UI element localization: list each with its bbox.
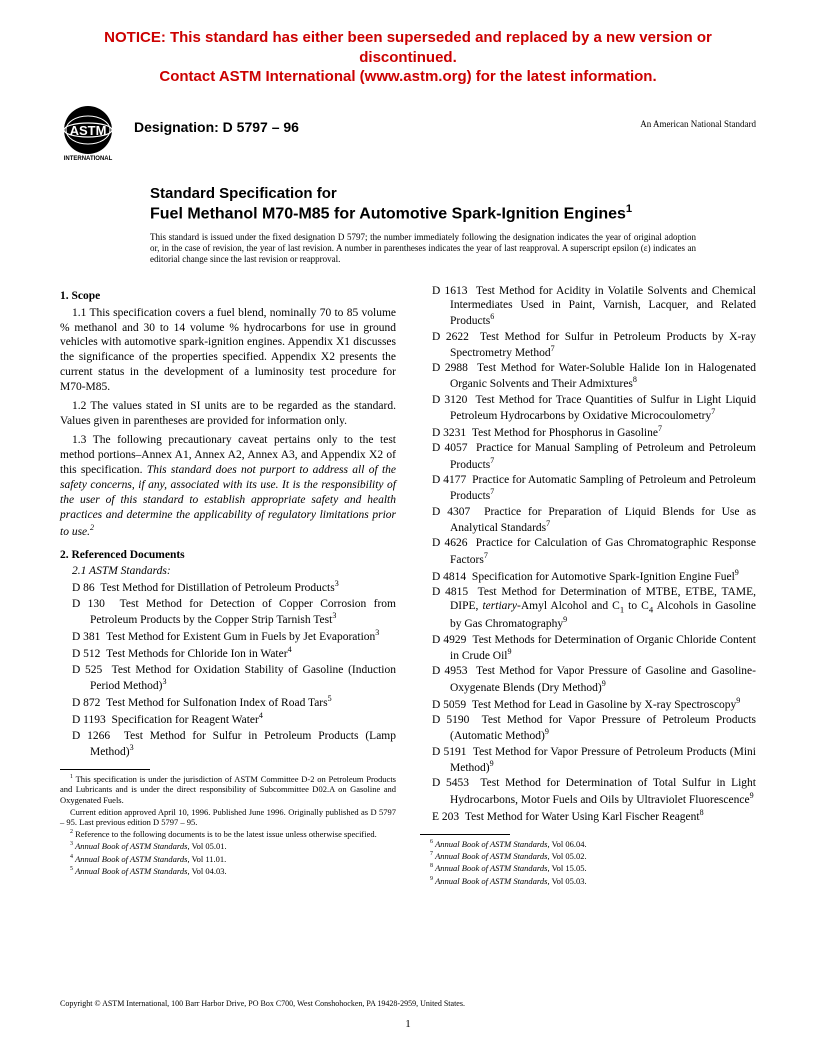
copyright: Copyright © ASTM International, 100 Barr…: [60, 999, 465, 1008]
ref-item: D 4057 Practice for Manual Sampling of P…: [420, 441, 756, 472]
footnote: 6 Annual Book of ASTM Standards, Vol 06.…: [420, 839, 756, 849]
ref-item: D 5191 Test Method for Vapor Pressure of…: [420, 745, 756, 776]
ref-item: D 512 Test Methods for Chloride Ion in W…: [60, 645, 396, 661]
ref-item: D 4814 Specification for Automotive Spar…: [420, 568, 756, 584]
issuance-note: This standard is issued under the fixed …: [150, 232, 696, 266]
ref-item: D 5190 Test Method for Vapor Pressure of…: [420, 713, 756, 744]
refs-subhead: 2.1 ASTM Standards:: [60, 565, 396, 577]
ref-item: D 2988 Test Method for Water-Soluble Hal…: [420, 361, 756, 392]
footnote: 7 Annual Book of ASTM Standards, Vol 05.…: [420, 851, 756, 861]
ref-item: D 4626 Practice for Calculation of Gas C…: [420, 536, 756, 567]
ref-item: D 381 Test Method for Existent Gum in Fu…: [60, 628, 396, 644]
ref-item: D 4815 Test Method for Determination of …: [420, 585, 756, 632]
ref-item: D 4177 Practice for Automatic Sampling o…: [420, 473, 756, 504]
title-block: Standard Specification for Fuel Methanol…: [150, 185, 696, 224]
footnote: Current edition approved April 10, 1996.…: [60, 807, 396, 827]
footnote: 4 Annual Book of ASTM Standards, Vol 11.…: [60, 854, 396, 864]
footnote: 2 Reference to the following documents i…: [60, 829, 396, 839]
footnote: 9 Annual Book of ASTM Standards, Vol 05.…: [420, 876, 756, 886]
footnote-rule-left: [60, 769, 150, 770]
designation: Designation: D 5797 – 96: [134, 105, 640, 135]
ref-item: D 2622 Test Method for Sulfur in Petrole…: [420, 330, 756, 361]
svg-text:INTERNATIONAL: INTERNATIONAL: [64, 156, 113, 161]
ref-item: D 4929 Test Methods for Determination of…: [420, 633, 756, 664]
ref-item: D 4307 Practice for Preparation of Liqui…: [420, 505, 756, 536]
ref-item: D 86 Test Method for Distillation of Pet…: [60, 579, 396, 595]
notice-banner: NOTICE: This standard has either been su…: [60, 28, 756, 87]
footnote: 5 Annual Book of ASTM Standards, Vol 04.…: [60, 866, 396, 876]
notice-line2: Contact ASTM International (www.astm.org…: [159, 68, 656, 85]
svg-text:ASTM: ASTM: [70, 123, 107, 138]
ref-item: D 1193 Specification for Reagent Water4: [60, 711, 396, 727]
scope-heading: 1. Scope: [60, 290, 396, 302]
ref-item: D 4953 Test Method for Vapor Pressure of…: [420, 664, 756, 695]
right-column: D 1613 Test Method for Acidity in Volati…: [420, 284, 756, 888]
body-columns: 1. Scope 1.1 This specification covers a…: [60, 284, 756, 888]
ref-item: D 872 Test Method for Sulfonation Index …: [60, 694, 396, 710]
ref-item: D 3120 Test Method for Trace Quantities …: [420, 393, 756, 424]
page-number: 1: [0, 1018, 816, 1030]
scope-1-1: 1.1 This specification covers a fuel ble…: [60, 306, 396, 396]
scope-1-2: 1.2 The values stated in SI units are to…: [60, 399, 396, 429]
ref-item: D 1613 Test Method for Acidity in Volati…: [420, 284, 756, 329]
refs-list-left: D 86 Test Method for Distillation of Pet…: [60, 579, 396, 759]
footnote: 8 Annual Book of ASTM Standards, Vol 15.…: [420, 863, 756, 873]
refs-heading: 2. Referenced Documents: [60, 549, 396, 561]
left-column: 1. Scope 1.1 This specification covers a…: [60, 284, 396, 888]
footnote: 3 Annual Book of ASTM Standards, Vol 05.…: [60, 841, 396, 851]
header-row: ASTM INTERNATIONAL Designation: D 5797 –…: [60, 105, 756, 161]
ref-item: E 203 Test Method for Water Using Karl F…: [420, 808, 756, 824]
refs-list-right: D 1613 Test Method for Acidity in Volati…: [420, 284, 756, 824]
notice-line1: NOTICE: This standard has either been su…: [104, 29, 712, 66]
ref-item: D 130 Test Method for Detection of Coppe…: [60, 597, 396, 628]
footnote: 1 This specification is under the jurisd…: [60, 774, 396, 805]
ref-item: D 525 Test Method for Oxidation Stabilit…: [60, 663, 396, 694]
ansi-note: An American National Standard: [640, 105, 756, 129]
footnote-rule-right: [420, 834, 510, 835]
ref-item: D 1266 Test Method for Sulfur in Petrole…: [60, 729, 396, 760]
astm-logo: ASTM INTERNATIONAL: [60, 105, 116, 161]
ref-item: D 5059 Test Method for Lead in Gasoline …: [420, 696, 756, 712]
ref-item: D 5453 Test Method for Determination of …: [420, 776, 756, 807]
footnotes-right: 6 Annual Book of ASTM Standards, Vol 06.…: [420, 839, 756, 886]
scope-1-3: 1.3 The following precautionary caveat p…: [60, 433, 396, 539]
title-line1: Standard Specification for: [150, 185, 696, 202]
footnotes-left: 1 This specification is under the jurisd…: [60, 774, 396, 876]
title-line2: Fuel Methanol M70-M85 for Automotive Spa…: [150, 202, 696, 224]
page: NOTICE: This standard has either been su…: [0, 0, 816, 1056]
ref-item: D 3231 Test Method for Phosphorus in Gas…: [420, 424, 756, 440]
